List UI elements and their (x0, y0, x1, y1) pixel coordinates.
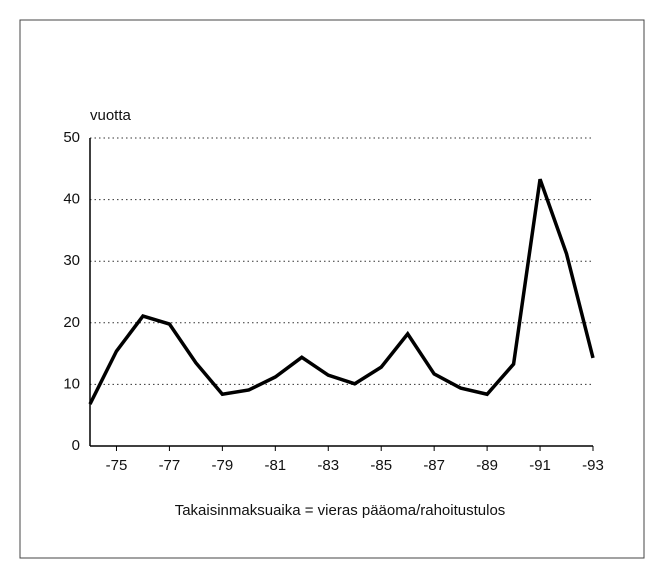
line (88, 178, 595, 405)
y-tick-label: 10 (63, 375, 80, 392)
y-tick-label: 30 (63, 252, 80, 269)
x-tick-label: -87 (423, 457, 445, 474)
x-tick-label: -85 (370, 457, 392, 474)
frame (19, 19, 645, 559)
x-tick-label: -81 (264, 457, 286, 474)
caption: Takaisinmaksuaika = vieras pääoma/rahoit… (175, 502, 506, 519)
y-axis-label: vuotta (90, 107, 132, 124)
x-tick-label: -83 (317, 457, 339, 474)
x-tick-label: -77 (159, 457, 181, 474)
y-tick-label: 40 (63, 191, 80, 208)
x-tick-label: -79 (212, 457, 234, 474)
x-tick-label: -89 (476, 457, 498, 474)
y-tick-label: 50 (63, 129, 80, 146)
y-tick-label: 0 (72, 437, 80, 454)
x-tick-label: -91 (529, 457, 551, 474)
x-tick-label: -93 (582, 457, 604, 474)
x-tick-label: -75 (106, 457, 128, 474)
y-tick-label: 20 (63, 314, 80, 331)
